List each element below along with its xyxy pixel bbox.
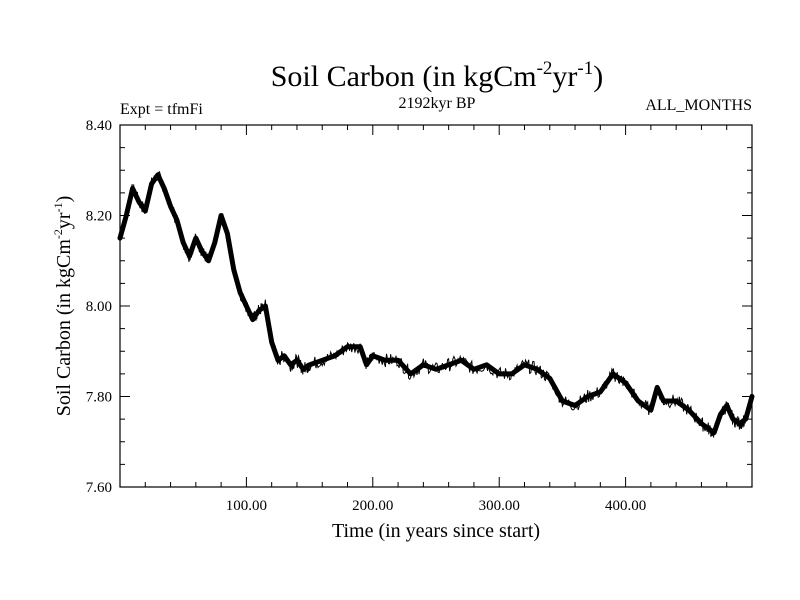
y-axis-label: Soil Carbon (in kgCm-2yr-1) xyxy=(51,196,75,417)
x-tick-label: 300.00 xyxy=(479,498,520,514)
plot-frame xyxy=(119,124,753,488)
y-tick-label: 8.20 xyxy=(86,209,112,225)
period-label: 2192kyr BP xyxy=(399,95,476,112)
x-axis-label: Time (in years since start) xyxy=(332,520,540,542)
x-tick-label: 200.00 xyxy=(352,498,393,514)
y-tick-label: 8.00 xyxy=(86,299,112,315)
series-line-soil-carbon xyxy=(117,172,755,436)
series-noise-soil-carbon xyxy=(119,170,752,438)
x-axis: 100.00 200.00 300.00 400.00 xyxy=(119,125,753,514)
y-axis: 7.60 7.80 8.00 8.20 8.40 xyxy=(86,118,752,496)
y-tick-label: 7.80 xyxy=(86,390,112,406)
experiment-label: Expt = tfmFi xyxy=(120,101,203,118)
chart-title: Soil Carbon (in kgCm-2yr-1) xyxy=(271,58,604,93)
y-tick-label: 7.60 xyxy=(86,480,112,496)
x-tick-label: 100.00 xyxy=(226,498,267,514)
x-tick-label: 400.00 xyxy=(605,498,646,514)
y-tick-label: 8.40 xyxy=(86,118,112,134)
months-label: ALL_MONTHS xyxy=(645,97,752,114)
